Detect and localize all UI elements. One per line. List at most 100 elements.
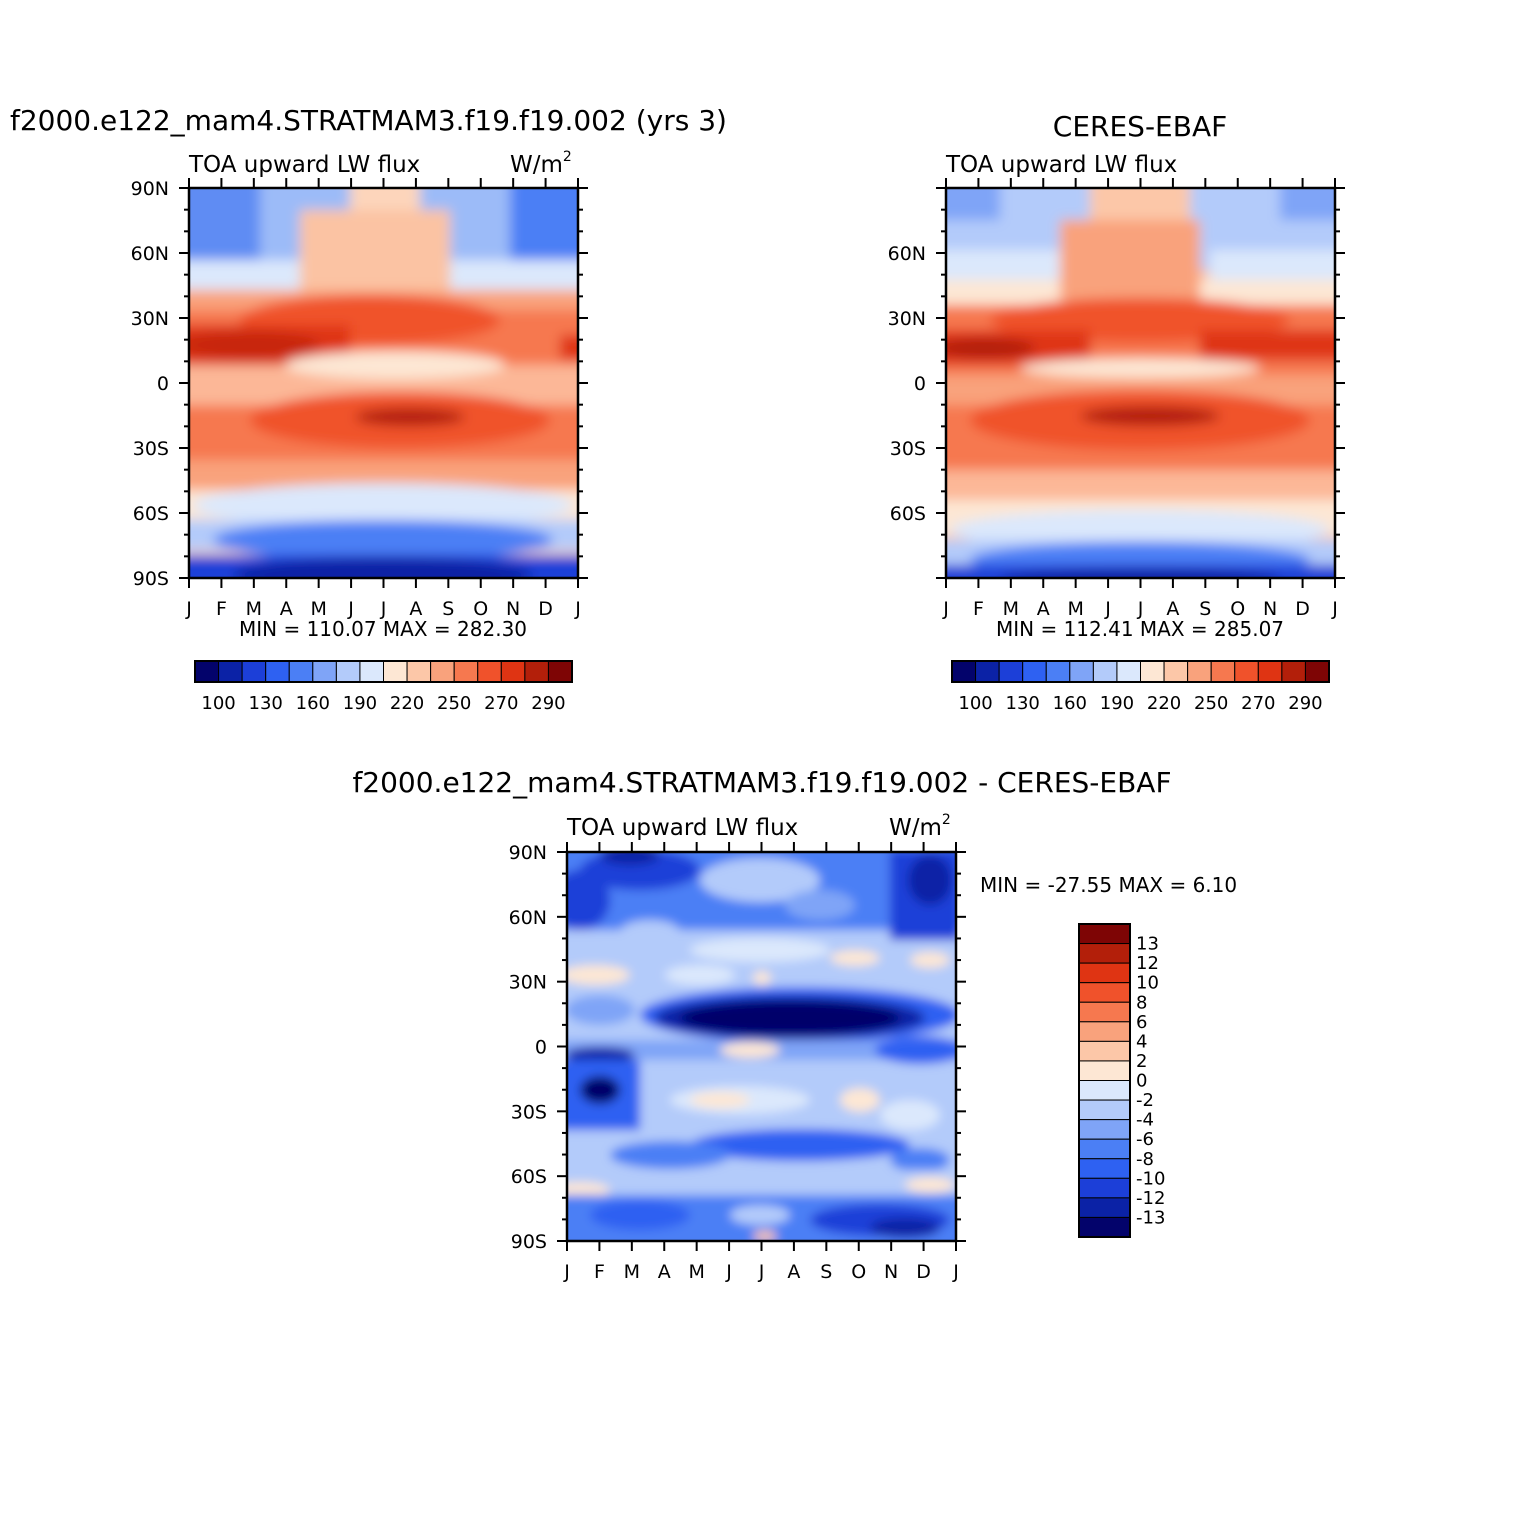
- panel-obs-lat-label: 30N: [888, 308, 926, 330]
- panel-diff-month-label: M: [624, 1261, 640, 1283]
- panel-obs-colorbar-swatch: [1163, 660, 1189, 683]
- panel-diff-month-label: F: [594, 1261, 605, 1283]
- panel-obs-colorbar-label: 160: [1053, 693, 1087, 714]
- panel-model-colorbar-label: 290: [531, 693, 565, 714]
- panel-obs-month-label: A: [1166, 598, 1179, 620]
- panel-obs-colorbar-swatch: [1140, 660, 1165, 683]
- panel-diff-colorbar-label: -12: [1136, 1188, 1165, 1209]
- panel-obs-month-label: J: [942, 598, 949, 620]
- panel-diff-colorbar-label: 0: [1136, 1071, 1147, 1092]
- panel-obs-colorbar-swatch: [1045, 660, 1071, 683]
- panel-obs-colorbar-swatch: [1187, 660, 1212, 683]
- panel-obs-minmax: MIN = 112.41 MAX = 285.07: [996, 617, 1284, 641]
- panel-diff-lat-label: 90S: [511, 1231, 547, 1253]
- panel-diff-units-label: W/m2: [889, 812, 951, 841]
- panel-obs-colorbar-label: 220: [1147, 693, 1181, 714]
- panel-model-colorbar-label: 160: [296, 693, 330, 714]
- panel-diff-month-label: J: [952, 1261, 959, 1283]
- panel-model-colorbar-swatch: [288, 660, 314, 683]
- panel-model-colorbar-swatch: [312, 660, 337, 683]
- panel-diff-colorbar-swatch: [1078, 1001, 1131, 1023]
- panel-diff-title: f2000.e122_mam4.STRATMAM3.f19.f19.002 - …: [352, 766, 1171, 799]
- panel-diff-colorbar-label: 12: [1136, 953, 1159, 974]
- panel-obs-colorbar-swatch: [1234, 660, 1259, 683]
- panel-diff-colorbar-label: -4: [1136, 1110, 1154, 1131]
- panel-obs-month-label: J: [1137, 598, 1144, 620]
- panel-model-colorbar-label: 190: [343, 693, 377, 714]
- panel-obs-month-label: S: [1199, 598, 1211, 620]
- panel-diff-colorbar-label: -2: [1136, 1090, 1154, 1111]
- panel-model-colorbar-swatch: [524, 660, 549, 683]
- panel-model-month-label: O: [473, 598, 488, 620]
- panel-obs-colorbar-swatch: [1304, 660, 1330, 683]
- panel-diff-colorbar-swatch: [1078, 1197, 1131, 1218]
- panel-obs-lat-label: 30S: [890, 438, 926, 460]
- panel-model-colorbar-swatch: [500, 660, 526, 683]
- panel-diff-variable-label: TOA upward LW flux: [566, 815, 798, 841]
- panel-model-month-label: J: [574, 598, 581, 620]
- panel-obs-colorbar: 100 130 160 190 220 250 270 290: [951, 660, 1330, 714]
- panel-model-lat-label: 90N: [131, 178, 169, 200]
- panel-model-colorbar-swatch: [383, 660, 408, 683]
- panel-diff-colorbar-swatch: [1078, 982, 1131, 1003]
- panel-diff-lat-label: 30N: [509, 972, 547, 994]
- panel-obs-lat-label: 60N: [888, 243, 926, 265]
- panel-diff-month-label: N: [884, 1261, 898, 1283]
- panel-obs-colorbar-swatch: [1022, 660, 1047, 683]
- panel-diff-colorbar-swatch: [1078, 962, 1131, 984]
- panel-obs-lat-label: 60S: [890, 503, 926, 525]
- panel-diff-colorbar-label: 6: [1136, 1012, 1147, 1033]
- panel-model-month-label: A: [409, 598, 422, 620]
- panel-diff-colorbar-label: -13: [1136, 1207, 1165, 1228]
- panel-diff-colorbar-swatch: [1078, 1021, 1131, 1042]
- panel-model-colorbar-swatch: [194, 660, 220, 683]
- panel-obs-colorbar-label: 130: [1006, 693, 1040, 714]
- panel-diff-field: [567, 852, 956, 1241]
- panel-diff-colorbar-swatch: [1078, 1119, 1131, 1140]
- panel-diff-colorbar-label: 4: [1136, 1031, 1147, 1052]
- panel-model-colorbar-swatch: [218, 660, 243, 683]
- panel-model-lat-label: 60N: [131, 243, 169, 265]
- panel-model-month-label: A: [280, 598, 293, 620]
- panel-model-colorbar-frame: [194, 660, 573, 683]
- panel-model-colorbar-swatch: [265, 660, 290, 683]
- panel-obs-month-label: O: [1230, 598, 1245, 620]
- panel-diff-month-label: D: [916, 1261, 931, 1283]
- panel-diff-colorbar-swatch: [1078, 1216, 1131, 1238]
- panel-model-colorbar-label: 220: [390, 693, 424, 714]
- panel-obs-colorbar-label: 190: [1100, 693, 1134, 714]
- panel-model-month-label: M: [246, 598, 262, 620]
- panel-model-units-label: W/m2: [510, 149, 572, 178]
- panel-obs-month-label: M: [1003, 598, 1019, 620]
- panel-model-colorbar-label: 130: [249, 693, 283, 714]
- panel-model-title: f2000.e122_mam4.STRATMAM3.f19.f19.002 (y…: [10, 104, 727, 137]
- panel-obs-colorbar-swatch: [1069, 660, 1094, 683]
- panel-obs-lat-label: 0: [914, 373, 926, 395]
- panel-diff-month-label: J: [758, 1261, 765, 1283]
- panel-obs-month-label: N: [1263, 598, 1277, 620]
- panel-obs-colorbar-frame: [951, 660, 1330, 683]
- panel-model-month-label: F: [216, 598, 227, 620]
- panel-obs-month-label: J: [1331, 598, 1338, 620]
- panel-model-month-label: D: [538, 598, 553, 620]
- panel-diff: f2000.e122_mam4.STRATMAM3.f19.f19.002 - …: [352, 766, 1237, 1283]
- panel-model-colorbar-swatch: [477, 660, 502, 683]
- panel-model-colorbar-swatch: [453, 660, 479, 683]
- panel-model-colorbar-swatch: [359, 660, 384, 683]
- panel-model-colorbar-swatch: [335, 660, 361, 683]
- panel-model-month-label: J: [185, 598, 192, 620]
- panel-diff-colorbar-swatch: [1078, 1099, 1131, 1121]
- panel-diff-colorbar-swatch: [1078, 1138, 1131, 1160]
- panel-obs-colorbar-label: 100: [958, 693, 992, 714]
- panel-model-colorbar-label: 250: [437, 693, 471, 714]
- panel-obs-colorbar-label: 250: [1194, 693, 1228, 714]
- panel-diff-colorbar-label: 8: [1136, 992, 1147, 1013]
- panel-diff-colorbar-frame: [1078, 923, 1131, 1238]
- panel-obs-month-label: A: [1037, 598, 1050, 620]
- panel-diff-month-label: S: [820, 1261, 832, 1283]
- panel-model-field: [189, 188, 578, 578]
- panel-model-lat-label: 60S: [133, 503, 169, 525]
- panel-diff-month-label: J: [725, 1261, 732, 1283]
